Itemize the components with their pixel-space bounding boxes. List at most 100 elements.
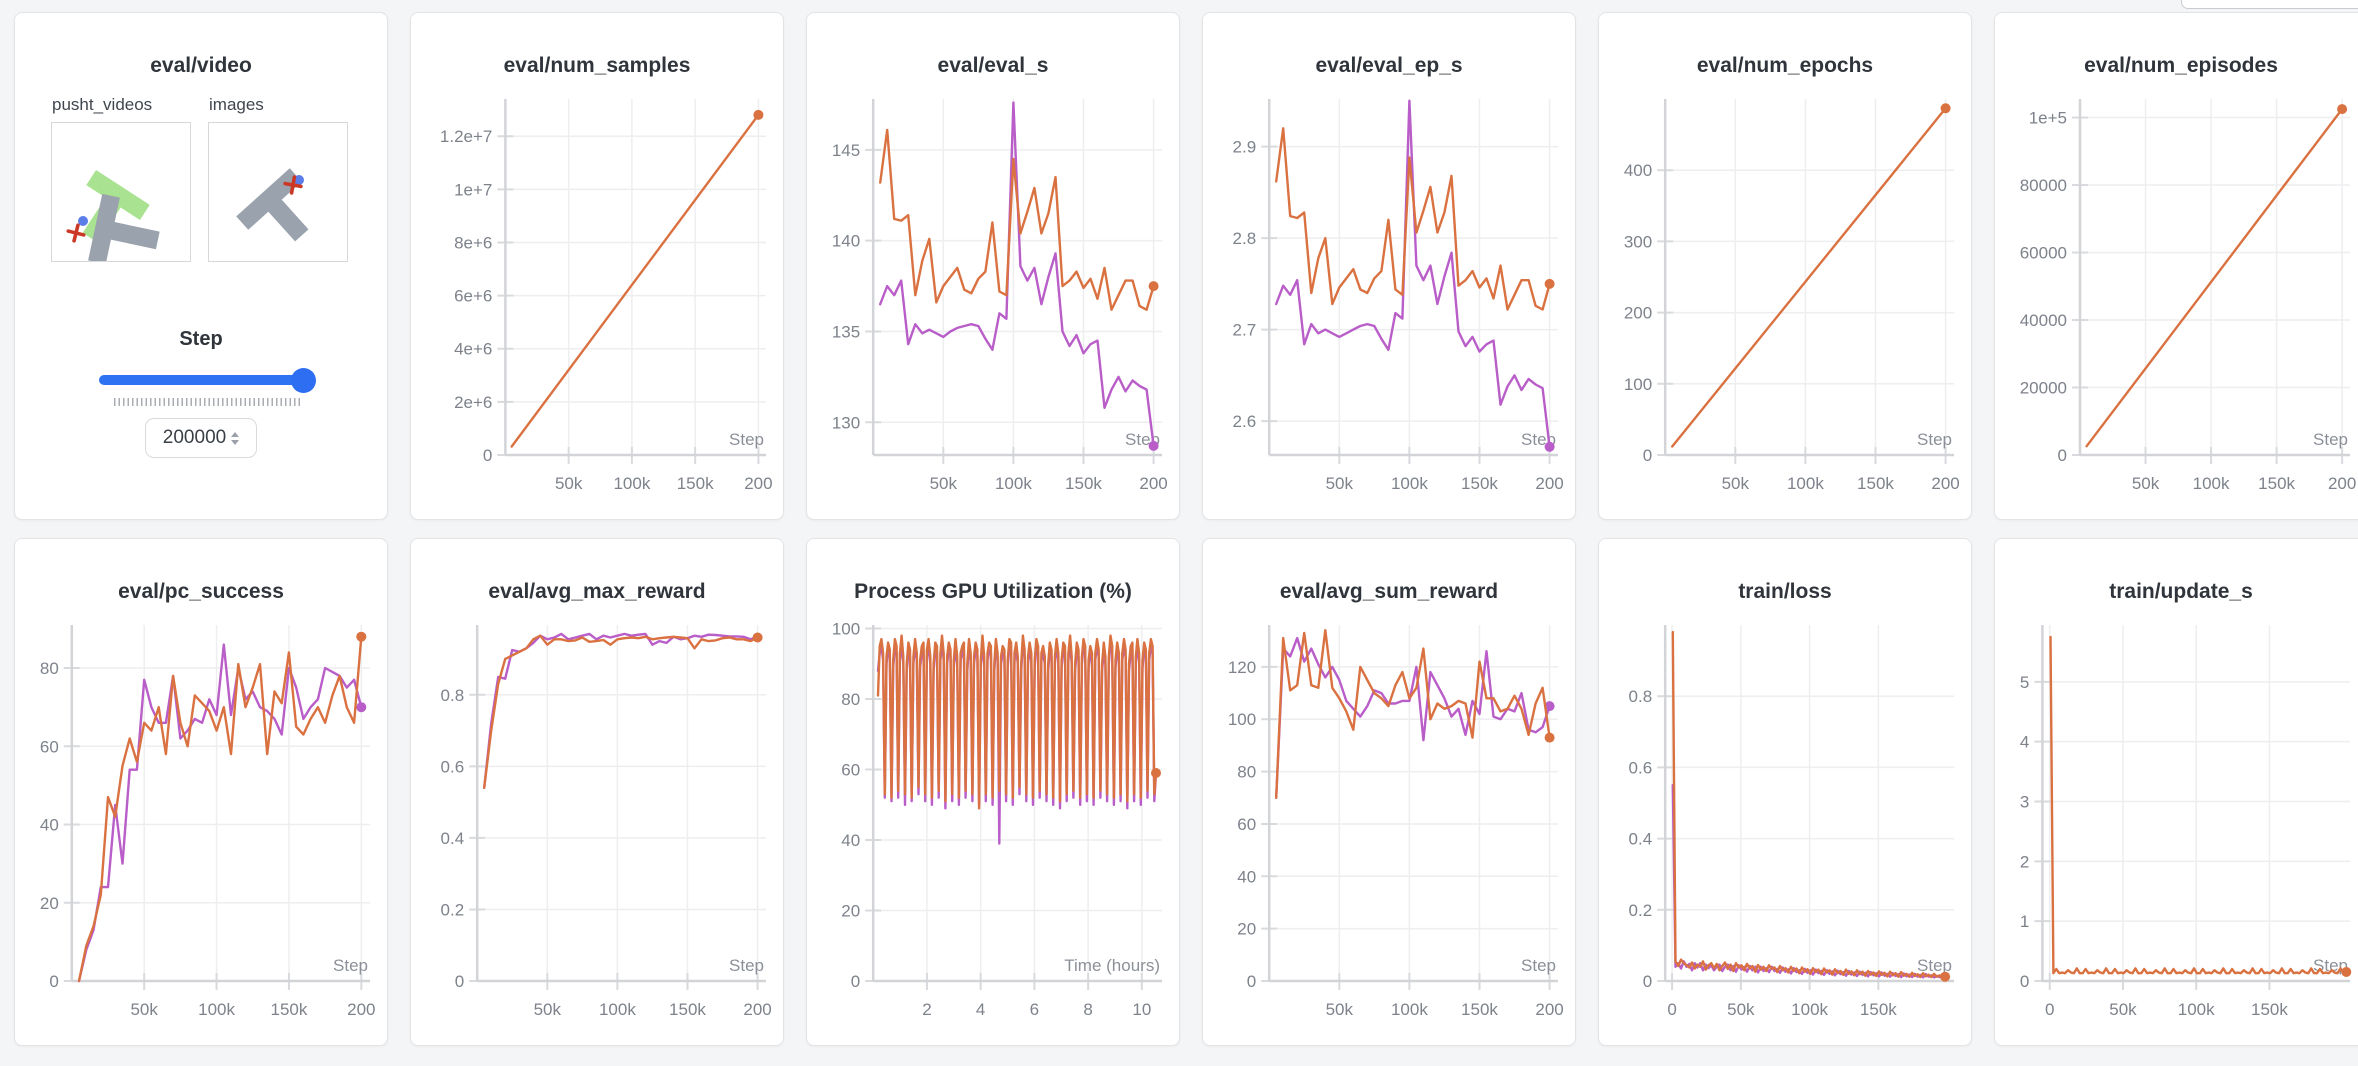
- series-line-purple-run[interactable]: [1274, 99, 1551, 448]
- gray-t-block: [88, 193, 160, 265]
- chart-eval-num-epochs[interactable]: 50k 100k 150k 200 0 100 200 300 400 Step: [1599, 85, 1971, 509]
- series-line-orange-run[interactable]: [1671, 630, 1947, 979]
- series-end-dot-orange-run[interactable]: [2337, 104, 2348, 115]
- step-input-value: 200000: [162, 427, 227, 448]
- series-end-dot-purple-run[interactable]: [1544, 441, 1555, 452]
- x-tick-label: 150k: [677, 474, 714, 493]
- chart-eval-num-samples[interactable]: 50k 100k 150k 200 0 2e+6 4e+6 6e+6 8e+6 1e+7 1.2e+…: [411, 85, 783, 509]
- slider-track[interactable]: [99, 375, 305, 385]
- series-line-orange-run[interactable]: [2085, 107, 2344, 448]
- series-end-dot-purple-run[interactable]: [1148, 440, 1159, 451]
- series-line-orange-run[interactable]: [482, 634, 759, 790]
- chart-train-loss[interactable]: 0 50k 100k 150k 0 0.2 0.4 0.6 0.8 Step: [1599, 611, 1971, 1035]
- x-tick-label: 150k: [1461, 474, 1498, 493]
- series-end-dot-purple-run[interactable]: [356, 702, 367, 713]
- series-end-dot-orange-run[interactable]: [752, 632, 763, 643]
- y-tick-label: 0: [1643, 446, 1652, 465]
- y-tick-label: 0: [1247, 972, 1256, 991]
- series-end-dot-orange-run[interactable]: [1544, 278, 1555, 289]
- stepper-arrows[interactable]: [231, 431, 240, 445]
- x-tick-label: 200: [743, 1000, 771, 1019]
- series-line-orange-run[interactable]: [77, 635, 363, 983]
- decrement-icon[interactable]: [231, 439, 240, 445]
- series-line-orange-run[interactable]: [510, 113, 760, 448]
- series-line-purple-run[interactable]: [878, 101, 1155, 448]
- x-axis-label: Step: [1917, 956, 1952, 975]
- chart-panel-eval-avg-sum-reward[interactable]: eval/avg_sum_reward 50k 100k 150k 200 0 20 40 60…: [1202, 538, 1576, 1046]
- y-tick-label: 2e+6: [454, 393, 492, 412]
- media-caption: images: [209, 95, 264, 114]
- chart-panel-eval-num-epochs[interactable]: eval/num_epochs 50k 100k 150k 200 0 100 200 300 4…: [1598, 12, 1972, 520]
- chart-panel-eval-num-samples[interactable]: eval/num_samples 50k 100k 150k 200 0 2e+6 4e+6 6…: [410, 12, 784, 520]
- series-line-orange-run[interactable]: [1274, 629, 1551, 800]
- x-tick-label: 6: [1030, 1000, 1039, 1019]
- series-end-dot-orange-run[interactable]: [1940, 103, 1951, 114]
- step-slider[interactable]: [99, 367, 316, 393]
- series-end-dot-orange-run[interactable]: [1940, 971, 1951, 982]
- chart-panel-process-gpu-utilization[interactable]: Process GPU Utilization (%) 2 4 6 8 10 0 20 40 60…: [806, 538, 1180, 1046]
- chart-eval-avg-max-reward[interactable]: 50k 100k 150k 200 0 0.2 0.4 0.6 0.8 Step: [411, 611, 783, 1035]
- y-tick-label: 1: [2020, 912, 2029, 931]
- series-line-orange-run[interactable]: [878, 128, 1155, 311]
- series-line-orange-run[interactable]: [1670, 107, 1947, 448]
- slider-thumb[interactable]: [291, 368, 316, 393]
- x-tick-label: 50k: [1326, 474, 1354, 493]
- series-end-dot-orange-run[interactable]: [1151, 768, 1161, 778]
- chart-panel-eval-eval-ep-s[interactable]: eval/eval_ep_s 50k 100k 150k 200 2.6 2.7 2.8 2.9…: [1202, 12, 1576, 520]
- media-thumbnail-pusht-videos[interactable]: [51, 122, 191, 265]
- x-tick-label: 10: [1132, 1000, 1151, 1019]
- y-tick-label: 60: [1237, 815, 1256, 834]
- chart-panel-train-loss[interactable]: train/loss 0 50k 100k 150k 0 0.2 0.4 0.6 0.8 Step: [1598, 538, 1972, 1046]
- x-tick-label: 100k: [1391, 1000, 1428, 1019]
- panel-title: train/loss: [1738, 580, 1832, 603]
- y-tick-label: 100: [1624, 375, 1652, 394]
- y-tick-label: 60000: [2020, 244, 2067, 263]
- panel-title: eval/eval_ep_s: [1315, 54, 1463, 77]
- media-item-pusht-videos[interactable]: pusht_videos: [51, 95, 191, 265]
- y-tick-label: 20: [40, 894, 59, 913]
- chart-panel-eval-eval-s[interactable]: eval/eval_s 50k 100k 150k 200 130 135 140 145 Ste…: [806, 12, 1180, 520]
- chart-eval-num-episodes[interactable]: 50k 100k 150k 200 0 20000 40000 60000 80000 1e+5 S…: [1995, 85, 2358, 509]
- x-axis-label: Step: [2313, 430, 2348, 449]
- cutoff-panel-edge: [2181, 0, 2358, 9]
- series-end-dot-orange-run[interactable]: [753, 109, 764, 120]
- series-line-purple-run[interactable]: [482, 632, 759, 790]
- series-line-purple-run[interactable]: [77, 643, 363, 983]
- series-line-purple-run[interactable]: [1274, 636, 1551, 800]
- series-end-dot-orange-run[interactable]: [1148, 281, 1159, 292]
- media-thumbnail-images[interactable]: [208, 122, 348, 262]
- series-end-dot-orange-run[interactable]: [2341, 967, 2352, 977]
- media-item-images[interactable]: images: [208, 95, 348, 262]
- series-line-orange-run[interactable]: [1274, 127, 1551, 311]
- y-tick-label: 1.2e+7: [440, 127, 492, 146]
- series-line-orange-run[interactable]: [2049, 635, 2348, 975]
- series-line-orange-run[interactable]: [876, 634, 1158, 810]
- series-end-dot-orange-run[interactable]: [356, 631, 367, 642]
- target-cross-icon: [66, 223, 86, 243]
- series-end-dot-orange-run[interactable]: [1544, 732, 1555, 743]
- y-tick-label: 2: [2020, 852, 2029, 871]
- slider-tick-ruler: [114, 398, 302, 406]
- y-tick-label: 40: [1237, 867, 1256, 886]
- chart-panel-eval-num-episodes[interactable]: eval/num_episodes 50k 100k 150k 200 0 20000 400…: [1994, 12, 2358, 520]
- x-tick-label: 200: [1535, 474, 1563, 493]
- x-tick-label: 100k: [198, 1000, 235, 1019]
- media-panel-eval-video[interactable]: eval/video pusht_videos: [14, 12, 388, 520]
- series-end-dot-purple-run[interactable]: [1544, 701, 1555, 712]
- chart-eval-pc-success[interactable]: 50k 100k 150k 200 0 20 40 60 80 Step: [15, 611, 387, 1035]
- step-input[interactable]: 200000: [145, 418, 257, 458]
- y-tick-label: 0.4: [1629, 830, 1653, 849]
- agent-dot: [78, 216, 88, 226]
- chart-panel-eval-avg-max-reward[interactable]: eval/avg_max_reward 50k 100k 150k 200 0 0.2 0.4…: [410, 538, 784, 1046]
- y-tick-label: 145: [832, 141, 860, 160]
- chart-eval-avg-sum-reward[interactable]: 50k 100k 150k 200 0 20 40 60 80 100 120 Step: [1203, 611, 1575, 1035]
- x-tick-label: 100k: [1391, 474, 1428, 493]
- chart-panel-eval-pc-success[interactable]: eval/pc_success 50k 100k 150k 200 0 20 40 60 80 St…: [14, 538, 388, 1046]
- chart-panel-train-update-s[interactable]: train/update_s 0 50k 100k 150k 0 1 2 3 4 5 Step: [1994, 538, 2358, 1046]
- x-tick-label: 0: [1667, 1000, 1676, 1019]
- increment-icon[interactable]: [231, 431, 240, 437]
